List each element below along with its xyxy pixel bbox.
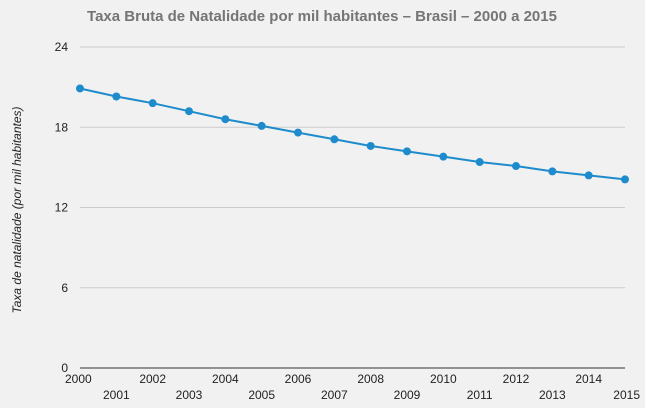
x-tick-label: 2006 (285, 372, 312, 386)
x-tick-label: 2012 (503, 372, 530, 386)
y-tick-label: 12 (55, 201, 69, 215)
data-point[interactable] (475, 158, 484, 167)
data-point[interactable] (185, 107, 193, 116)
data-point[interactable] (621, 175, 629, 184)
x-tick-label: 2007 (321, 388, 348, 402)
data-point[interactable] (221, 115, 230, 124)
data-point[interactable] (584, 171, 593, 180)
data-point[interactable] (257, 121, 266, 130)
data-point[interactable] (330, 135, 339, 144)
x-tick-label: 2009 (394, 388, 421, 402)
series-layer (76, 84, 629, 184)
x-tick-label: 2010 (430, 372, 457, 386)
data-point[interactable] (512, 162, 520, 171)
y-tick-label: 24 (55, 40, 69, 54)
y-axis-label: Taxa de natalidade (por mil habitantes) (10, 106, 24, 313)
x-tick-label: 2014 (575, 372, 602, 386)
data-point[interactable] (76, 84, 84, 93)
x-tick-label: 2001 (103, 388, 130, 402)
x-tick-label: 2003 (176, 388, 203, 402)
y-tick-label: 0 (61, 361, 68, 375)
data-point[interactable] (294, 128, 302, 137)
x-tick-label: 2004 (212, 372, 239, 386)
x-tick-label: 2008 (357, 372, 384, 386)
data-point[interactable] (366, 141, 375, 150)
y-tick-label: 18 (55, 120, 69, 134)
x-tick-label: 2002 (139, 372, 166, 386)
x-tick-labels: 2000 2001 2002 2003 2004 2005 2006 2007 2008 2009… (65, 372, 640, 402)
data-point[interactable] (403, 147, 411, 156)
x-tick-label: 2015 (613, 388, 640, 402)
data-point[interactable] (148, 99, 157, 108)
x-tick-label: 2013 (539, 388, 566, 402)
data-point[interactable] (439, 152, 448, 161)
y-tick-label: 6 (61, 281, 68, 295)
data-point[interactable] (548, 167, 557, 176)
data-point[interactable] (112, 92, 121, 101)
gridlines (80, 46, 625, 289)
x-tick-label: 2011 (467, 388, 493, 402)
y-tick-labels: 0 6 12 18 24 (55, 40, 69, 375)
x-tick-label: 2000 (65, 372, 92, 386)
series-line (79, 87, 626, 181)
chart-title: Taxa Bruta de Natalidade por mil habitan… (87, 8, 557, 25)
x-tick-label: 2005 (248, 388, 275, 402)
